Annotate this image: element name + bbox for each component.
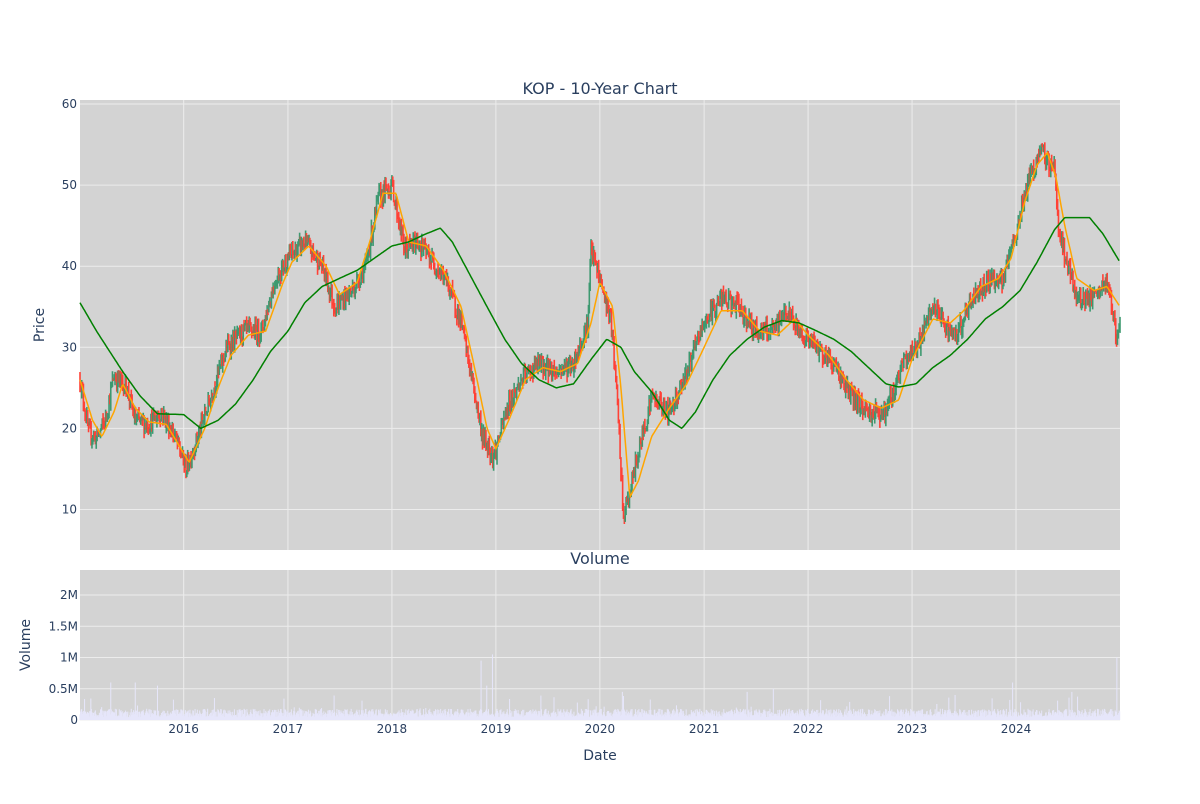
volume-y-tick-label: 1.5M [49, 619, 78, 633]
x-tick-label: 2016 [168, 722, 199, 736]
x-tick-label: 2017 [273, 722, 304, 736]
x-tick-label: 2018 [377, 722, 408, 736]
price-y-tick-label: 30 [62, 340, 77, 354]
price-y-tick-label: 20 [62, 421, 77, 435]
price-y-axis-label: Price [32, 308, 48, 342]
price-y-tick-label: 10 [62, 502, 77, 516]
short-moving-average-line [79, 151, 1120, 499]
x-axis-ticks: 2016 2017 2018 2019 2020 2021 2022 2023 2024 [168, 722, 1031, 736]
x-tick-label: 2022 [793, 722, 824, 736]
price-y-tick-label: 50 [62, 178, 77, 192]
x-tick-label: 2024 [1001, 722, 1032, 736]
long-moving-average-line [79, 216, 1120, 430]
x-tick-label: 2019 [481, 722, 512, 736]
volume-y-tick-label: 1M [60, 651, 78, 665]
volume-y-axis-label: Volume [18, 619, 34, 671]
x-axis-label: Date [583, 748, 616, 764]
x-tick-label: 2021 [689, 722, 720, 736]
x-tick-label: 2020 [585, 722, 616, 736]
volume-title: Volume [570, 549, 630, 568]
volume-bars [79, 654, 1121, 720]
price-y-tick-label: 40 [62, 259, 77, 273]
price-lines [79, 151, 1120, 499]
x-tick-label: 2023 [897, 722, 928, 736]
chart-title: KOP - 10-Year Chart [523, 79, 678, 98]
volume-y-tick-label: 0 [70, 713, 78, 727]
volume-y-ticks: 0 0.5M 1M 1.5M 2M [49, 588, 78, 727]
price-y-tick-label: 60 [62, 97, 77, 111]
volume-y-tick-label: 2M [60, 588, 78, 602]
price-y-ticks: 10 20 30 40 50 60 [62, 97, 77, 516]
volume-y-tick-label: 0.5M [49, 682, 78, 696]
